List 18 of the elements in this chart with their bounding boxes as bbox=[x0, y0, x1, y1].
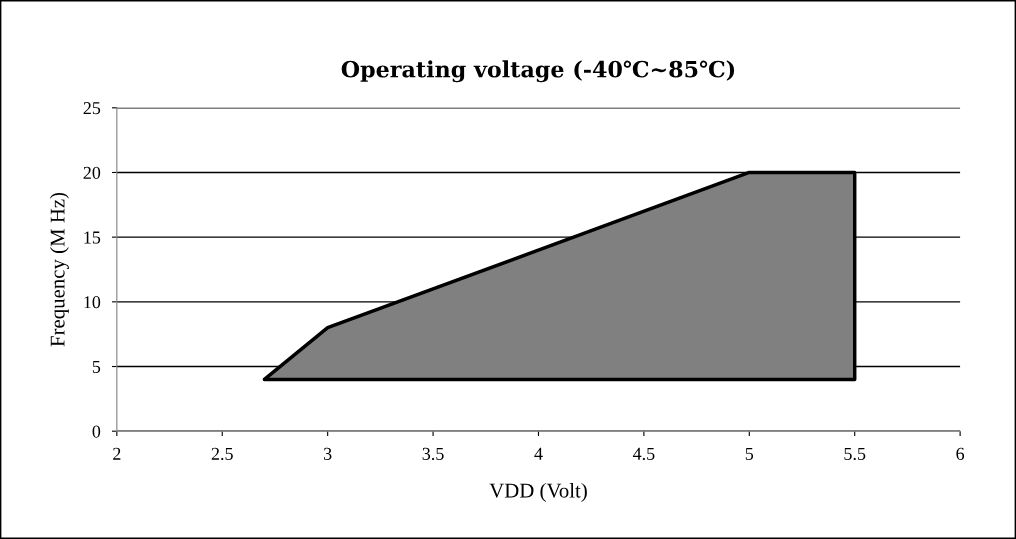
y-tick-label: 10 bbox=[84, 296, 101, 309]
x-tick-label: 5.5 bbox=[844, 447, 866, 460]
x-tick-label: 2.5 bbox=[211, 447, 233, 460]
x-tick-label: 3 bbox=[324, 447, 332, 460]
y-axis-title: Frequency (M Hz) bbox=[49, 192, 69, 347]
y-tick-label: 20 bbox=[83, 166, 101, 179]
y-tick-label: 15 bbox=[84, 231, 101, 244]
x-tick-label: 5 bbox=[745, 447, 754, 460]
y-tick-label: 5 bbox=[92, 360, 101, 373]
x-tick-label: 6 bbox=[956, 447, 965, 460]
y-tick-label: 0 bbox=[92, 425, 101, 438]
x-tick-label: 4 bbox=[534, 447, 543, 460]
y-tick-label: 25 bbox=[83, 102, 101, 115]
chart-title: Operating voltage (-40℃~85℃) bbox=[341, 60, 735, 83]
x-tick-label: 4.5 bbox=[632, 447, 655, 460]
x-tick-label: 3.5 bbox=[422, 447, 444, 460]
x-tick-label: 2 bbox=[113, 447, 121, 460]
x-axis-title: VDD (Volt) bbox=[489, 482, 587, 502]
